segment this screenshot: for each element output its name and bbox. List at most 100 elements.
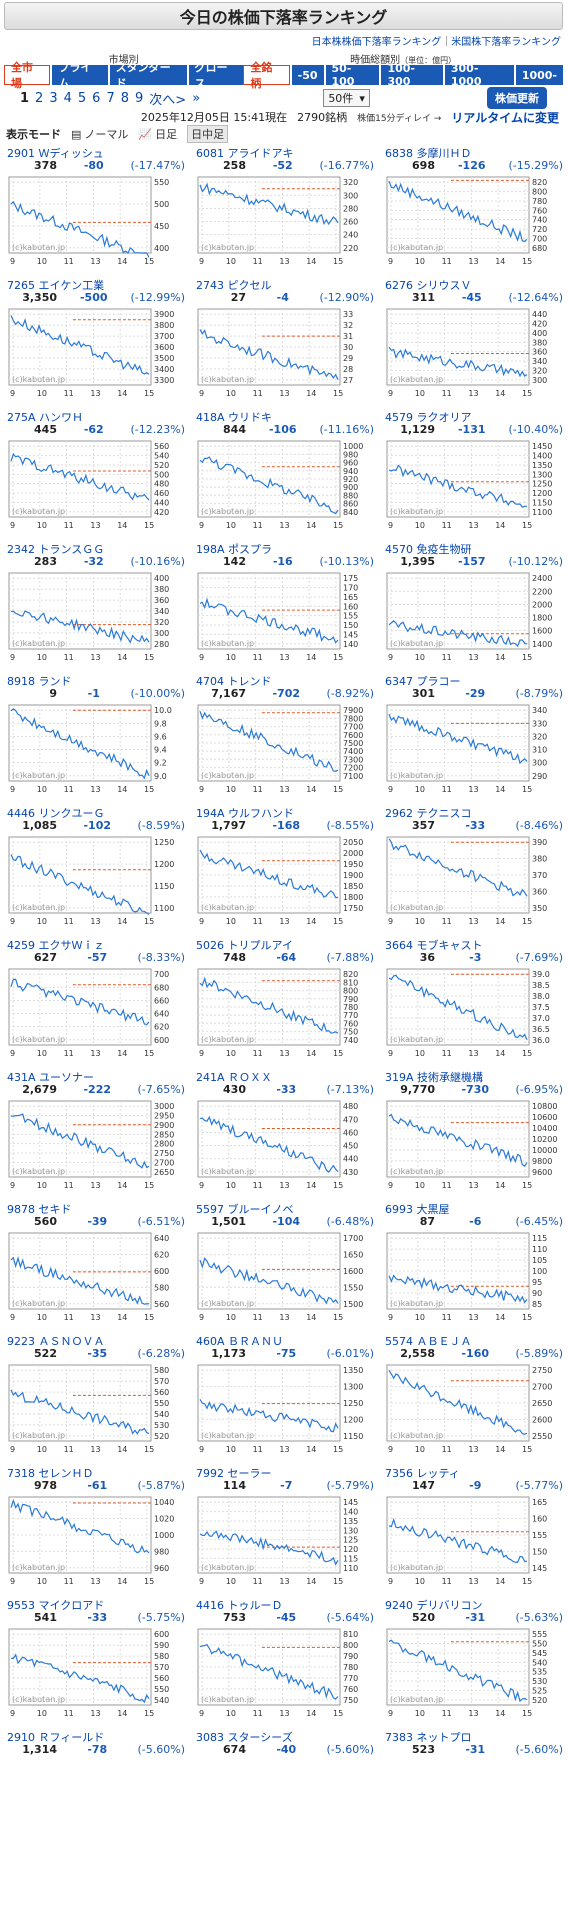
stock-name[interactable]: マイクロアド — [38, 1599, 105, 1611]
stock-code[interactable]: 3083 — [196, 1731, 228, 1743]
stock-card[interactable]: 6347 プラコー 301 -29 (-8.79%) 340 330 320 310 300 29… — [381, 673, 567, 805]
stock-code[interactable]: 2901 — [7, 147, 39, 159]
jp-ranking-link[interactable]: 日本株株価下落率ランキング — [311, 37, 442, 48]
stock-card[interactable]: 7992 セーラー 114 -7 (-5.79%) 145 140 135 130 125 120… — [192, 1465, 378, 1597]
stock-card[interactable]: 7265 エイケン工業 3,350 -500 (-12.99%) 3900 3800 370… — [3, 277, 189, 409]
stock-name[interactable]: 大黒屋 — [416, 1203, 450, 1215]
stock-card[interactable]: 4704 トレンド 7,167 -702 (-8.92%) 7900 7800 7700 76… — [192, 673, 378, 805]
stock-code[interactable]: 5026 — [196, 939, 228, 951]
stock-code[interactable]: 5597 — [196, 1203, 228, 1215]
stock-code[interactable]: 4579 — [385, 411, 417, 423]
stock-card[interactable]: 5597 ブルーイノベ 1,501 -104 (-6.48%) 1700 1650 1600… — [192, 1201, 378, 1333]
stock-name[interactable]: ピクセル — [227, 279, 272, 291]
stock-name[interactable]: トゥルーＤ — [227, 1599, 283, 1611]
stock-code[interactable]: 3664 — [385, 939, 417, 951]
stock-code[interactable]: 9553 — [7, 1599, 39, 1611]
page-link-3[interactable]: 3 — [49, 90, 58, 106]
stock-name[interactable]: ＲＯＸＸ — [228, 1071, 273, 1083]
stock-code[interactable]: 7356 — [385, 1467, 417, 1479]
stock-name[interactable]: ＡＳＮＯＶＡ — [38, 1335, 105, 1347]
stock-code[interactable]: 460A — [196, 1335, 229, 1347]
stock-name[interactable]: Ｗディッシュ — [38, 147, 104, 159]
stock-card[interactable]: 5574 ＡＢＥＪＡ 2,558 -160 (-5.89%) 2750 2700 2650 2… — [381, 1333, 567, 1465]
stock-name[interactable]: 多摩川ＨＤ — [416, 147, 472, 159]
stock-card[interactable]: 3664 モブキャスト 36 -3 (-7.69%) 39.0 38.5 38.0 37.5 3… — [381, 937, 567, 1069]
stock-card[interactable]: 2901 Ｗディッシュ 378 -80 (-17.47%) 550 500 450 400 9 1… — [3, 145, 189, 277]
stock-name[interactable]: ユーソナー — [39, 1071, 95, 1083]
stock-card[interactable]: 9878 セキド 560 -39 (-6.51%) 640 620 600 580 560 9 10… — [3, 1201, 189, 1333]
stock-name[interactable]: ハンワＨ — [39, 411, 84, 423]
stock-card[interactable]: 4446 リンクユーＧ 1,085 -102 (-8.59%) 1250 1200 1150… — [3, 805, 189, 937]
stock-name[interactable]: ＢＲＡＮＵ — [228, 1335, 284, 1347]
cap-btn-2[interactable]: 50-100 — [325, 62, 380, 88]
cap-btn-5[interactable]: 1000- — [515, 65, 563, 85]
cap-btn-3[interactable]: 100-300 — [381, 62, 443, 88]
stock-name[interactable]: ネットプロ — [416, 1731, 472, 1743]
stock-code[interactable]: 5574 — [385, 1335, 417, 1347]
per-page-select[interactable]: 50件 ▾ — [323, 89, 370, 107]
cap-btn-0[interactable]: 全銘柄 — [243, 61, 290, 90]
stock-card[interactable]: 6838 多摩川ＨＤ 698 -126 (-15.29%) 820 800 780 760 74… — [381, 145, 567, 277]
cap-btn-1[interactable]: -50 — [291, 65, 324, 85]
stock-code[interactable]: 7318 — [7, 1467, 39, 1479]
stock-card[interactable]: 319A 技術承継機構 9,770 -730 (-6.95%) 10800 10600 10… — [381, 1069, 567, 1201]
stock-code[interactable]: 194A — [196, 807, 229, 819]
stock-code[interactable]: 2962 — [385, 807, 417, 819]
us-ranking-link[interactable]: 米国株下落率ランキング — [451, 37, 561, 48]
page-link-6[interactable]: 6 — [92, 90, 101, 106]
cap-btn-4[interactable]: 300-1000 — [444, 62, 514, 88]
next-page-link[interactable]: 次へ> — [149, 92, 187, 108]
stock-code[interactable]: 4704 — [196, 675, 228, 687]
stock-card[interactable]: 275A ハンワＨ 445 -62 (-12.23%) 560 540 520 500 480 4… — [3, 409, 189, 541]
stock-name[interactable]: トレンド — [227, 675, 272, 687]
stock-name[interactable]: ランド — [38, 675, 72, 687]
stock-name[interactable]: アライドアキ — [227, 147, 294, 159]
stock-card[interactable]: 431A ユーソナー 2,679 -222 (-7.65%) 3000 2950 2900 2… — [3, 1069, 189, 1201]
mode-normal[interactable]: ▤ ノーマル — [71, 126, 128, 142]
stock-card[interactable]: 6081 アライドアキ 258 -52 (-16.77%) 320 300 280 260 24… — [192, 145, 378, 277]
stock-code[interactable]: 6993 — [385, 1203, 417, 1215]
update-price-button[interactable]: 株価更新 — [486, 87, 547, 109]
stock-code[interactable]: 275A — [7, 411, 40, 423]
stock-card[interactable]: 4416 トゥルーＤ 753 -45 (-5.64%) 810 800 790 780 770 7… — [192, 1597, 378, 1729]
stock-card[interactable]: 8918 ランド 9 -1 (-10.00%) 10.0 9.8 9.6 9.4 9.2 9.0 9… — [3, 673, 189, 805]
stock-code[interactable]: 2342 — [7, 543, 39, 555]
stock-code[interactable]: 4446 — [7, 807, 39, 819]
mode-daily[interactable]: 📈 日足 — [138, 126, 177, 142]
page-link-7[interactable]: 7 — [106, 90, 115, 106]
stock-code[interactable]: 241A — [196, 1071, 229, 1083]
stock-card[interactable]: 2342 トランスＧＧ 283 -32 (-10.16%) 400 380 360 340 32… — [3, 541, 189, 673]
stock-name[interactable]: トランスＧＧ — [38, 543, 105, 555]
stock-code[interactable]: 431A — [7, 1071, 40, 1083]
market-btn-2[interactable]: スタンダード — [109, 61, 187, 90]
mode-intraday[interactable]: 日中足 — [187, 125, 229, 143]
stock-name[interactable]: ブルーイノベ — [227, 1203, 294, 1215]
stock-name[interactable]: プラコー — [416, 675, 461, 687]
stock-code[interactable]: 198A — [196, 543, 229, 555]
stock-card[interactable]: 9240 デリバリコン 520 -31 (-5.63%) 555 550 545 540 535… — [381, 1597, 567, 1729]
stock-name[interactable]: デリバリコン — [416, 1599, 483, 1611]
stock-name[interactable]: トリプルアイ — [227, 939, 293, 951]
page-link-2[interactable]: 2 — [35, 90, 44, 106]
stock-code[interactable]: 9878 — [7, 1203, 39, 1215]
stock-card[interactable]: 198A ポスプラ 142 -16 (-10.13%) 175 170 165 160 155 1… — [192, 541, 378, 673]
market-btn-0[interactable]: 全市場 — [4, 61, 51, 90]
market-btn-3[interactable]: グロース — [188, 61, 244, 90]
stock-card[interactable]: 4579 ラクオリア 1,129 -131 (-10.40%) 1450 1400 1350… — [381, 409, 567, 541]
stock-name[interactable]: レッティ — [416, 1467, 460, 1479]
stock-card[interactable]: 3083 スターシーズ 674 -40 (-5.60%) — [192, 1729, 378, 1861]
stock-name[interactable]: エイケン工業 — [38, 279, 105, 291]
stock-name[interactable]: スターシーズ — [227, 1731, 293, 1743]
stock-card[interactable]: 6276 シリウスＶ 311 -45 (-12.64%) 440 420 400 380 360… — [381, 277, 567, 409]
stock-card[interactable]: 194A ウルフハンド 1,797 -168 (-8.55%) 2050 2000 1950… — [192, 805, 378, 937]
stock-card[interactable]: 241A ＲＯＸＸ 430 -33 (-7.13%) 480 470 460 450 440 43… — [192, 1069, 378, 1201]
stock-card[interactable]: 4259 エクサＷｉｚ 627 -57 (-8.33%) 700 680 660 640 620… — [3, 937, 189, 1069]
stock-card[interactable]: 6993 大黒屋 87 -6 (-6.45%) 115 110 105 100 95 90 85 9 1… — [381, 1201, 567, 1333]
stock-code[interactable]: 9240 — [385, 1599, 417, 1611]
realtime-link[interactable]: リアルタイムに変更 — [451, 110, 559, 125]
page-link-9[interactable]: 9 — [135, 90, 144, 106]
last-page-link[interactable]: » — [192, 90, 201, 106]
page-link-5[interactable]: 5 — [77, 90, 87, 106]
stock-name[interactable]: ウルフハンド — [228, 807, 295, 819]
stock-code[interactable]: 418A — [196, 411, 229, 423]
